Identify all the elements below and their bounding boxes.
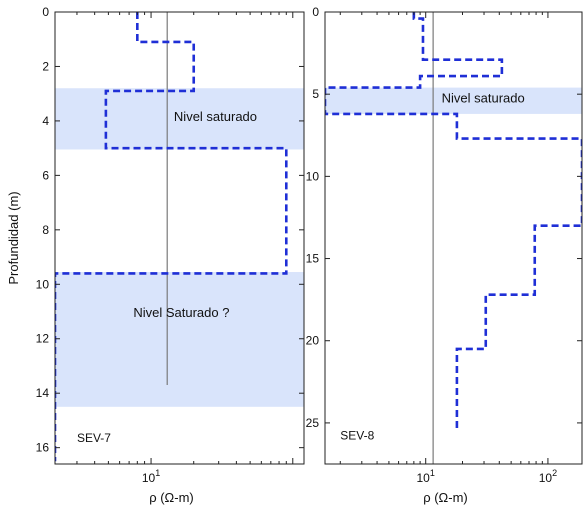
sev7-y-tick-label-7: 14	[36, 386, 50, 400]
sev8-axes-frame	[324, 11, 583, 465]
sev7-y-axis-label: Profundidad (m)	[6, 191, 21, 284]
sev7-band-label-0: Nivel saturado	[174, 109, 257, 124]
sev8-band-label-0: Nivel saturado	[442, 90, 525, 105]
sev7-resistivity-step-line	[55, 12, 288, 462]
sev8-resistivity-step-line	[325, 12, 582, 432]
sev7-y-tick-label-8: 16	[36, 441, 50, 455]
sev7-y-tick-label-6: 12	[36, 332, 50, 346]
sev7-y-tick-label-5: 10	[36, 277, 50, 291]
sev7-saturated-band-0	[55, 88, 304, 150]
sev7-axes-frame	[54, 11, 305, 465]
sev8-panel: Nivel saturado SEV-8 0 5 10 15 20 25 101 102 ρ (Ω-…	[306, 5, 583, 505]
sev8-saturated-band-0	[325, 87, 582, 114]
sev8-plot-area	[325, 12, 582, 464]
sev7-plot-area	[55, 12, 304, 462]
sev8-x-tick-label-1: 102	[539, 468, 557, 485]
sev7-saturated-band-1	[55, 272, 304, 407]
sev8-x-tick-label-0: 101	[417, 468, 435, 485]
sev7-panel: Nivel saturado Nivel Saturado ? SEV-7 0 2 4 6 8…	[6, 5, 305, 505]
sev7-y-tick-label-2: 4	[42, 114, 49, 128]
sev8-y-tick-label-5: 25	[306, 416, 320, 430]
sev7-panel-label: SEV-7	[77, 431, 111, 445]
sev7-y-tick-label-4: 8	[42, 223, 49, 237]
sev7-band-label-1: Nivel Saturado ?	[133, 305, 229, 320]
sev8-panel-label: SEV-8	[340, 428, 374, 442]
sev8-y-tick-label-2: 10	[306, 169, 320, 183]
sev8-y-tick-label-4: 20	[306, 334, 320, 348]
sev7-y-tick-label-1: 2	[42, 59, 49, 73]
sev8-y-tick-label-1: 5	[312, 87, 319, 101]
sev7-y-tick-label-0: 0	[42, 5, 49, 19]
sev8-y-tick-label-3: 15	[306, 252, 320, 266]
sev7-y-tick-label-3: 6	[42, 168, 49, 182]
sev8-y-tick-label-0: 0	[312, 5, 319, 19]
sev7-x-tick-label-0: 101	[142, 468, 160, 485]
sev7-x-axis-label: ρ (Ω-m)	[149, 490, 194, 505]
sev8-x-axis-label: ρ (Ω-m)	[423, 490, 468, 505]
